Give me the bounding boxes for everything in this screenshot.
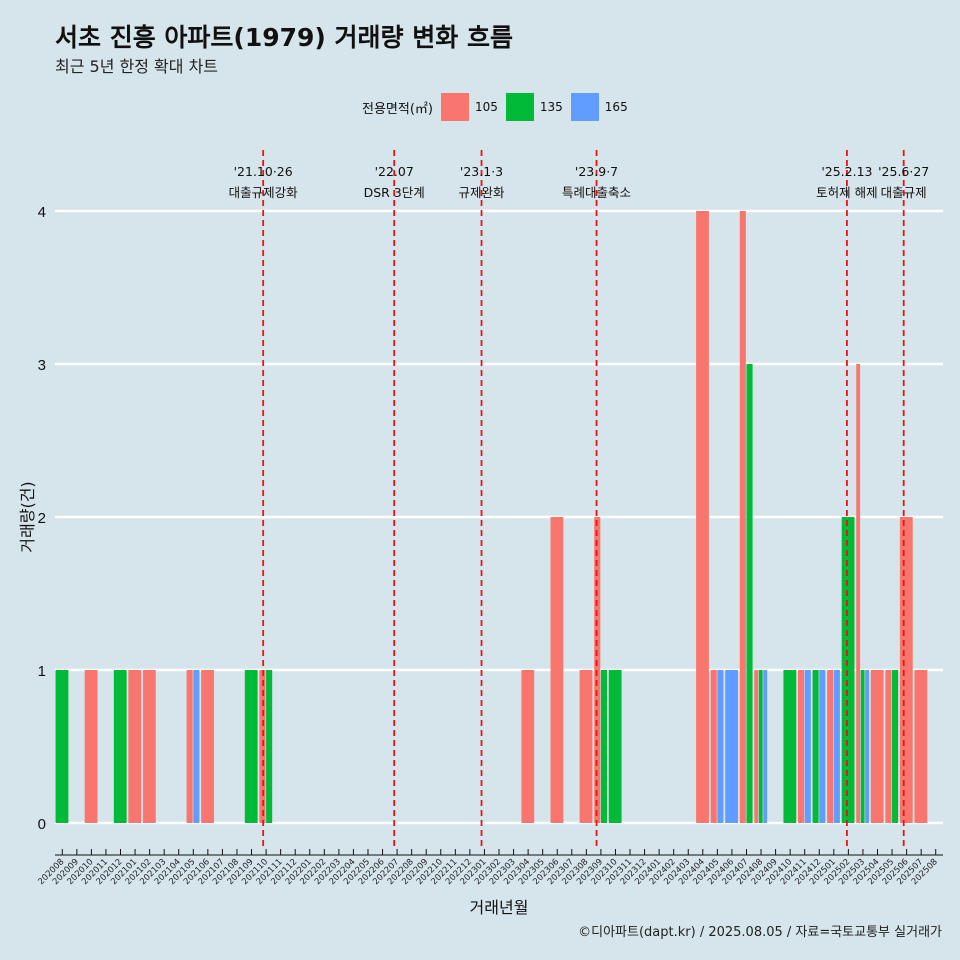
event-date-label: '22.07	[375, 164, 414, 179]
legend-title: 전용면적(㎡)	[362, 101, 433, 117]
bar	[899, 517, 913, 823]
bar	[128, 670, 142, 823]
bar	[914, 670, 928, 823]
chart-title: 서초 진흥 아파트(1979) 거래량 변화 흐름	[55, 23, 513, 52]
event-label: 규제완화	[459, 185, 506, 200]
event-label: DSR 3단계	[364, 185, 425, 200]
legend-swatch	[505, 93, 534, 121]
bar	[819, 670, 826, 823]
bar	[739, 211, 746, 823]
x-axis-title: 거래년월	[470, 898, 529, 917]
legend-item-105: 105	[440, 93, 498, 121]
bar	[244, 670, 258, 823]
legend-label: 105	[474, 100, 498, 114]
bar	[870, 670, 884, 823]
bar	[763, 670, 768, 823]
bar	[827, 670, 834, 823]
bar	[696, 211, 709, 823]
source-caption: ©디아파트(dapt.kr) / 2025.08.05 / 자료=국토교통부 실…	[578, 925, 942, 940]
legend-item-135: 135	[505, 93, 563, 121]
bar	[754, 670, 759, 823]
bar	[860, 670, 865, 823]
bar	[798, 670, 805, 823]
bar	[608, 670, 622, 823]
bar	[865, 670, 870, 823]
bar	[717, 670, 724, 823]
bar	[113, 670, 127, 823]
bar	[856, 364, 861, 823]
bar	[600, 670, 607, 823]
event-label: 대출규제강화	[229, 185, 299, 200]
event-label: 특례대출축소	[562, 185, 631, 200]
legend-label: 135	[539, 100, 563, 114]
y-tick-label: 2	[38, 510, 46, 527]
event-date-label: '21.10·26	[234, 164, 293, 179]
bar	[55, 670, 69, 823]
event-date-label: '25.2.13	[821, 164, 872, 179]
bar	[804, 670, 811, 823]
y-tick-label: 4	[38, 204, 46, 221]
legend: 전용면적(㎡) 105 135 165	[362, 93, 636, 121]
event-label: 대출규제	[881, 185, 927, 200]
bar	[579, 670, 593, 823]
bar	[550, 517, 564, 823]
bar	[259, 670, 266, 823]
bar	[746, 364, 753, 823]
bar	[841, 517, 855, 823]
event-date-label: '25.6·27	[878, 164, 929, 179]
event-date-label: '23.1·3	[460, 164, 503, 179]
bar	[201, 670, 214, 823]
bar	[812, 670, 819, 823]
bar	[142, 670, 156, 823]
bar	[758, 670, 763, 823]
bar	[725, 670, 739, 823]
legend-item-165: 165	[570, 93, 628, 121]
event-label: 토허제 해제	[816, 185, 877, 200]
y-tick-label: 1	[38, 663, 46, 680]
bar	[833, 670, 840, 823]
bar	[521, 670, 535, 823]
legend-label: 165	[604, 100, 628, 114]
chart-subtitle: 최근 5년 한정 확대 차트	[55, 57, 219, 76]
y-tick-label: 0	[38, 816, 46, 833]
bar	[193, 670, 200, 823]
bar	[84, 670, 98, 823]
y-axis-title: 거래량(건)	[18, 481, 37, 552]
bar	[783, 670, 797, 823]
bar	[710, 670, 717, 823]
y-tick-label: 3	[38, 357, 46, 374]
legend-swatch	[570, 93, 599, 121]
legend-swatch	[440, 93, 469, 121]
bar	[892, 670, 899, 823]
bar	[266, 670, 273, 823]
bar	[186, 670, 193, 823]
event-date-label: '23.9·7	[575, 164, 618, 179]
bar	[885, 670, 892, 823]
